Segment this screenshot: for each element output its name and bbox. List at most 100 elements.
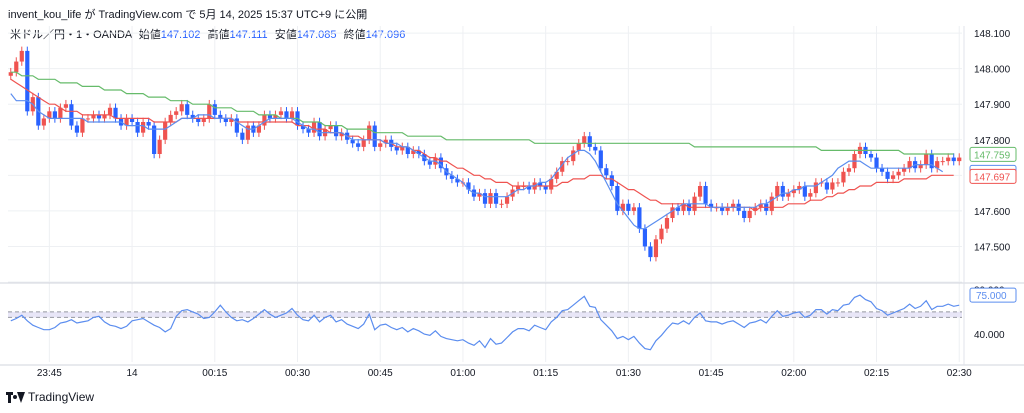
candle-body [808, 193, 813, 197]
candle-body [615, 186, 620, 211]
candle-body [163, 122, 168, 140]
candle-body [560, 161, 565, 172]
candle-body [157, 139, 162, 154]
candle-body [907, 161, 912, 169]
time-tick-label: 23:45 [37, 368, 62, 379]
candle-body [720, 207, 725, 211]
candle-body [488, 193, 493, 204]
candle-body [273, 114, 278, 119]
candle-body [25, 50, 30, 112]
candle-body [466, 182, 471, 190]
candle-body [455, 178, 460, 183]
candle-body [41, 118, 46, 126]
time-tick-label: 00:30 [285, 368, 310, 379]
candle-body [328, 125, 333, 130]
candle-body [951, 157, 956, 162]
candle-body [670, 207, 675, 218]
candle-body [80, 118, 85, 133]
candle-body [190, 114, 195, 119]
candle-body [802, 186, 807, 197]
candle-body [438, 157, 443, 169]
footer: TradingView [6, 390, 94, 404]
candle-body [218, 114, 223, 119]
candle-body [201, 118, 206, 122]
candle-body [499, 203, 504, 205]
candle-body [361, 139, 366, 147]
candle-body [8, 72, 13, 76]
open-label: 始値 [138, 29, 161, 41]
footer-brand: TradingView [28, 390, 95, 404]
candle-body [482, 193, 488, 204]
candle-body [554, 171, 559, 179]
candle-body [146, 122, 151, 126]
candle-body [229, 118, 234, 122]
price-tick-label: 147.500 [974, 242, 1011, 253]
price-tick-label: 147.800 [974, 136, 1011, 147]
rsi-value-tag-label: 75.000 [976, 291, 1007, 302]
candle-body [152, 125, 157, 154]
candle-body [427, 161, 432, 165]
candle-body [902, 168, 907, 172]
candle-body [96, 114, 102, 119]
candle-body [846, 168, 852, 172]
candle-body [168, 114, 173, 122]
candle-body [664, 218, 670, 229]
candle-body [284, 111, 289, 119]
open-value: 147.102 [160, 29, 201, 41]
candle-body [372, 125, 377, 147]
candle-body [493, 193, 499, 204]
time-tick-label: 02:00 [781, 368, 806, 379]
candle-body [102, 114, 107, 119]
tradingview-logo-icon [6, 391, 25, 403]
candle-body [185, 104, 190, 115]
candle-body [890, 175, 896, 179]
candle-body [400, 146, 405, 151]
candle-body [929, 154, 934, 169]
candle-body [394, 146, 399, 151]
time-tick-label: 14 [127, 368, 139, 379]
candle-body [576, 143, 581, 151]
candle-body [356, 143, 361, 147]
candle-body [124, 118, 129, 126]
price-tick-label: 147.900 [974, 100, 1011, 111]
candle-body [311, 122, 317, 133]
candle-body [725, 207, 730, 211]
candle-body [775, 186, 780, 197]
candle-body [653, 239, 659, 258]
candle-body [234, 118, 239, 133]
candle-body [587, 136, 592, 147]
time-tick-label: 02:15 [864, 368, 889, 379]
candle-body [262, 114, 267, 126]
candle-body [212, 104, 217, 115]
candle-body [582, 136, 587, 144]
time-tick-label: 02:30 [947, 368, 972, 379]
rsi-value-tag-box [969, 287, 1017, 303]
candle-body [609, 175, 614, 186]
candle-body [620, 203, 625, 211]
publish-header: invent_kou_life が TradingView.com で 5月 1… [8, 9, 368, 21]
candle-body [637, 207, 642, 229]
candle-body [708, 203, 714, 208]
candle-body [19, 50, 24, 62]
candle-body [681, 203, 686, 211]
candle-body [411, 150, 416, 154]
candle-body [14, 61, 19, 73]
symbol-name: 米ドル／円・1・OANDA [10, 29, 132, 41]
candle-body [515, 186, 521, 190]
candle-body [52, 111, 57, 119]
candle-body [791, 189, 796, 194]
candle-body [598, 150, 603, 169]
candle-body [174, 111, 179, 115]
time-tick-label: 01:30 [616, 368, 641, 379]
candle-body [957, 157, 962, 162]
candle-body [753, 207, 758, 211]
candle-body [935, 161, 940, 169]
candle-body [549, 178, 554, 190]
candle-body [742, 210, 747, 218]
candle-body [63, 104, 68, 108]
candle-body [267, 114, 273, 119]
candle-body [74, 125, 80, 133]
time-tick-label: 01:00 [450, 368, 475, 379]
candle-body [504, 196, 510, 204]
